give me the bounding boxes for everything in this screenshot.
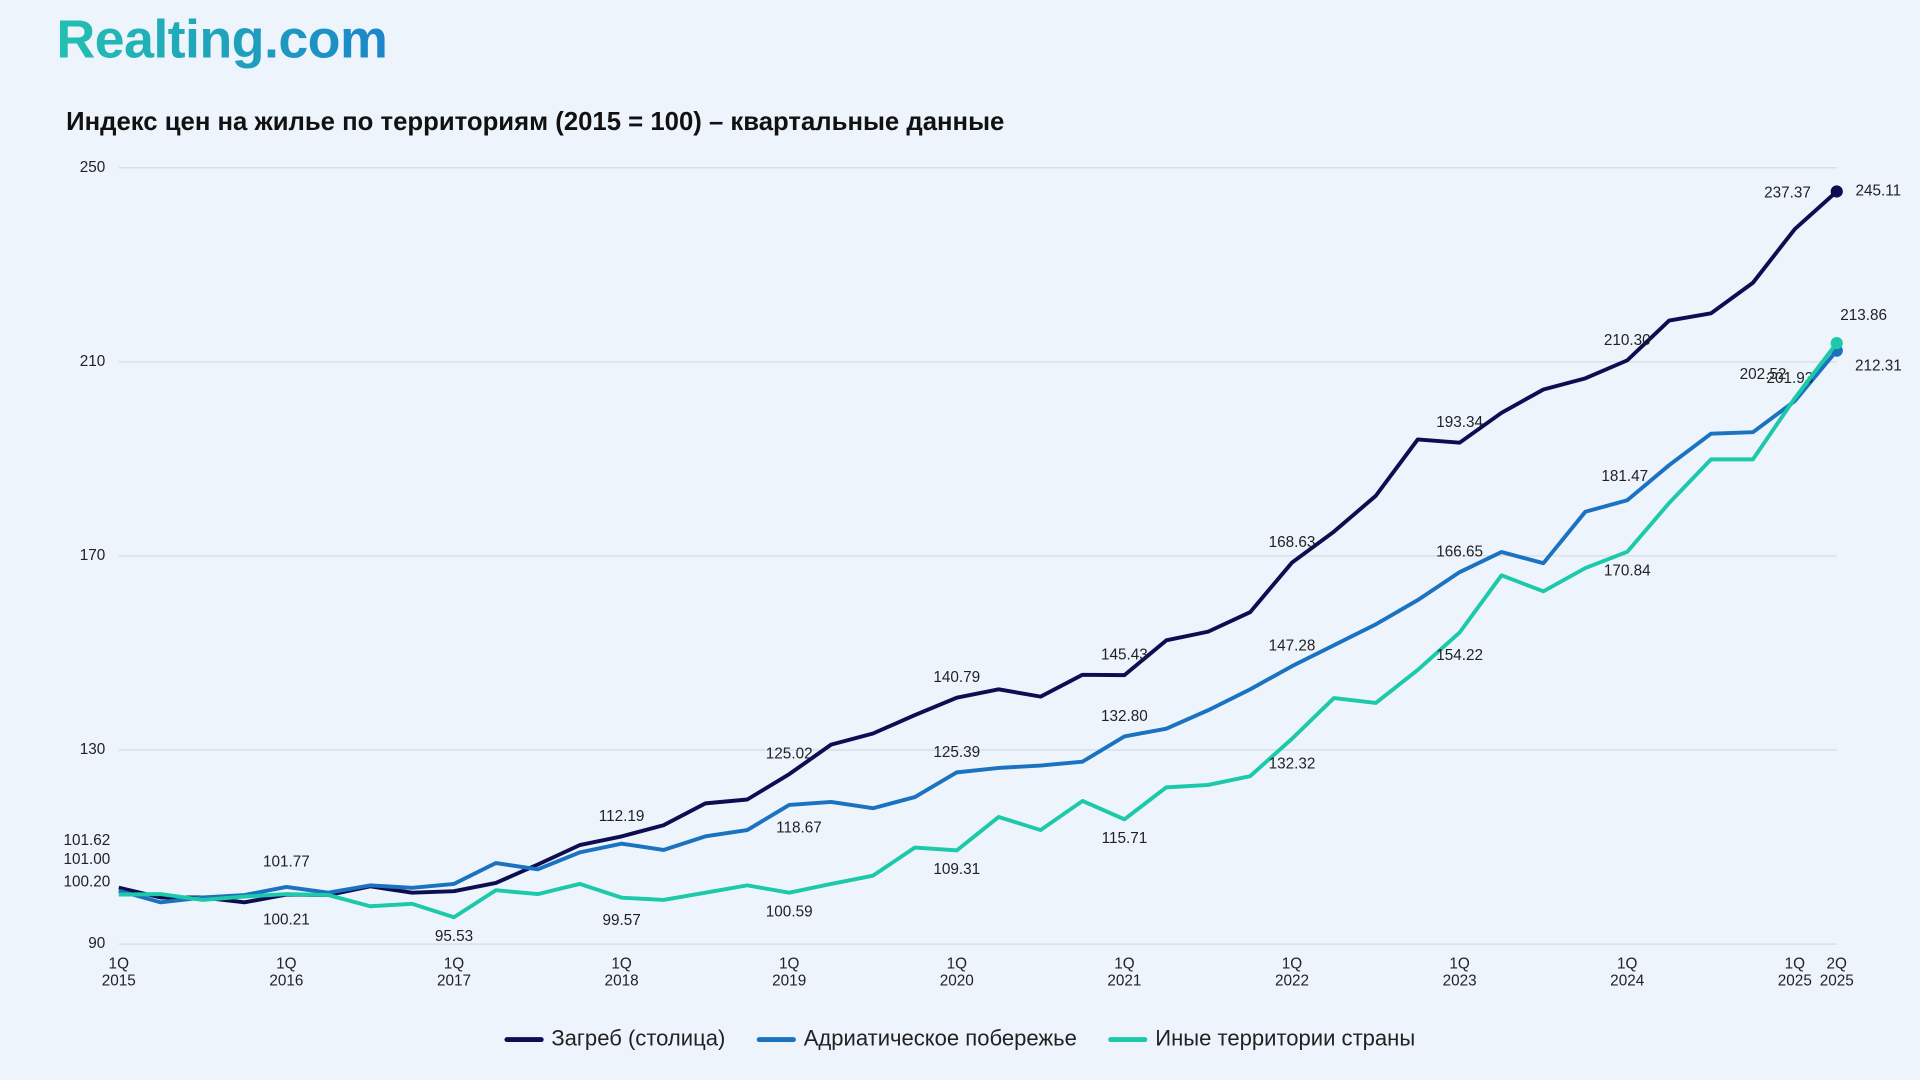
legend-label: Загреб (столица) — [551, 1026, 726, 1051]
data-label: 100.59 — [766, 903, 813, 920]
legend: Загреб (столица) Адриатическое побережье И… — [0, 1026, 1920, 1052]
x-tick-label: 1Q 2018 — [604, 955, 639, 990]
data-label: 168.63 — [1269, 534, 1316, 551]
y-tick-label: 210 — [80, 353, 106, 370]
data-label: 132.80 — [1101, 708, 1148, 725]
legend-swatch — [757, 1036, 797, 1042]
x-tick-label: 1Q 2020 — [939, 955, 974, 990]
x-tick-label: 1Q 2021 — [1107, 955, 1142, 990]
data-label: 237.37 — [1764, 185, 1811, 202]
x-tick-label: 1Q 2015 — [101, 955, 136, 990]
data-label: 132.32 — [1269, 756, 1316, 773]
data-label: 125.39 — [933, 744, 980, 761]
x-tick-label: 1Q 2019 — [772, 955, 807, 990]
data-label: 125.02 — [766, 746, 813, 763]
y-tick-label: 170 — [80, 547, 106, 564]
chart-title: Индекс цен на жилье по территориям (2015… — [66, 107, 1005, 136]
series-line — [118, 341, 1839, 920]
legend-item: Адриатическое побережье — [757, 1026, 1077, 1052]
legend-swatch — [1108, 1036, 1148, 1042]
legend-label: Иные территории страны — [1155, 1026, 1416, 1051]
y-tick-label: 130 — [80, 741, 106, 758]
data-label: 147.28 — [1269, 638, 1316, 655]
x-tick-label: 2Q 2025 — [1819, 955, 1854, 990]
data-label: 109.31 — [933, 861, 980, 878]
data-label: 115.71 — [1102, 830, 1148, 847]
y-tick-label: 250 — [80, 159, 106, 176]
x-tick-label: 1Q 2022 — [1274, 955, 1310, 990]
data-label: 100.20 — [64, 873, 111, 890]
data-label: 140.79 — [933, 669, 980, 686]
data-label: 99.57 — [602, 912, 640, 929]
data-label: 170.84 — [1604, 562, 1651, 579]
data-label: 166.65 — [1436, 544, 1483, 561]
data-label: 181.47 — [1601, 468, 1648, 485]
x-tick-label: 1Q 2017 — [436, 955, 472, 990]
x-tick-label: 1Q 2024 — [1610, 955, 1645, 990]
series-line — [118, 349, 1839, 905]
y-tick-label: 90 — [88, 935, 105, 952]
data-label: 202.52 — [1740, 366, 1787, 383]
data-label: 118.67 — [776, 819, 822, 836]
data-label: 154.22 — [1436, 647, 1483, 664]
x-tick-label: 1Q 2016 — [269, 955, 304, 990]
legend-label: Адриатическое побережье — [803, 1026, 1077, 1051]
legend-item: Иные территории страны — [1108, 1026, 1416, 1052]
data-label: 245.11 — [1856, 183, 1902, 200]
series-line — [118, 190, 1839, 905]
data-label: 101.62 — [64, 832, 111, 849]
end-marker — [1830, 336, 1843, 350]
data-label: 145.43 — [1101, 647, 1148, 664]
legend-swatch — [504, 1036, 544, 1042]
data-label: 212.31 — [1855, 358, 1902, 375]
x-tick-label: 1Q 2025 — [1777, 955, 1812, 990]
data-label: 201.93 — [1767, 370, 1814, 387]
data-label: 95.53 — [435, 928, 473, 945]
data-label: 101.00 — [64, 851, 111, 868]
legend-item: Загреб (столица) — [504, 1026, 726, 1052]
data-label: 100.21 — [263, 911, 310, 928]
logo: Realting.com — [56, 9, 388, 70]
data-label: 101.77 — [263, 854, 310, 871]
data-label: 193.34 — [1436, 414, 1483, 431]
data-label: 213.86 — [1840, 307, 1887, 324]
end-marker — [1830, 185, 1843, 198]
data-label: 112.19 — [599, 808, 645, 825]
x-tick-label: 1Q 2023 — [1442, 955, 1477, 990]
data-label: 210.30 — [1604, 332, 1651, 349]
